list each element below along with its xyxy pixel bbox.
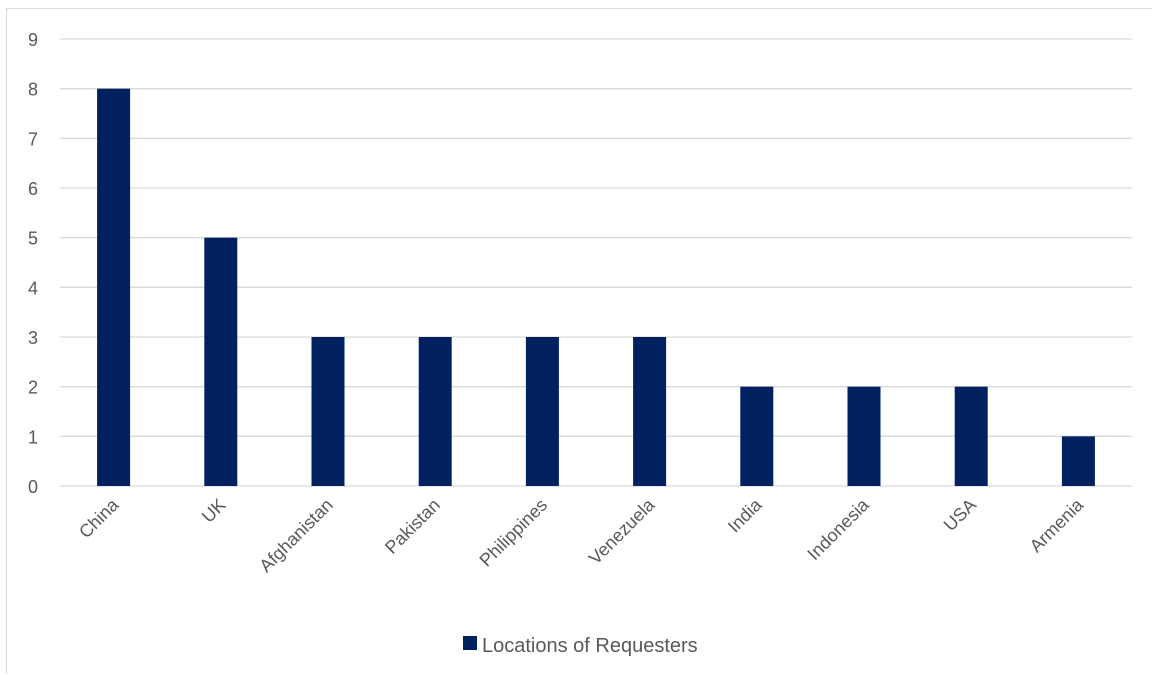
x-tick-label: Afghanistan [255, 495, 336, 576]
x-tick-label: Pakistan [381, 495, 444, 558]
legend-label: Locations of Requesters [482, 635, 698, 657]
y-tick-label: 9 [28, 30, 38, 50]
y-tick-label: 3 [28, 328, 38, 348]
x-axis-labels: China UK Afghanistan Pakistan Philippines Ven… [75, 494, 1088, 576]
x-tick-label: Indonesia [803, 494, 873, 564]
y-tick-label: 6 [28, 179, 38, 199]
bar-china [97, 88, 131, 487]
y-tick-label: 5 [28, 229, 38, 249]
y-tick-label: 4 [28, 278, 38, 298]
bar-india [740, 386, 774, 486]
y-tick-label: 2 [28, 378, 38, 398]
legend-swatch [463, 636, 477, 650]
chart-frame [6, 8, 1152, 674]
x-tick-label: India [724, 494, 766, 536]
y-axis-ticks: 0 1 2 3 4 5 6 7 8 9 [28, 30, 38, 497]
bar-pakistan [418, 337, 452, 486]
bar-uk [204, 237, 238, 486]
bar-philippines [525, 337, 559, 486]
x-tick-label: Philippines [476, 495, 552, 571]
x-tick-label: China [75, 494, 123, 542]
x-tick-label: Venezuela [585, 494, 659, 568]
x-tick-label: USA [940, 495, 980, 535]
bar-usa [954, 386, 988, 486]
bar-armenia [1061, 436, 1095, 486]
gridlines [60, 38, 1132, 487]
y-tick-label: 1 [28, 427, 38, 447]
bars [97, 88, 1095, 487]
y-tick-label: 8 [28, 80, 38, 100]
bar-afghanistan [311, 337, 345, 486]
bar-indonesia [847, 386, 881, 486]
x-tick-label: UK [198, 495, 230, 527]
y-tick-label: 7 [28, 129, 38, 149]
legend: Locations of Requesters [463, 635, 698, 657]
bar-venezuela [633, 337, 667, 486]
x-tick-label: Armenia [1026, 494, 1088, 556]
y-tick-label: 0 [28, 477, 38, 497]
